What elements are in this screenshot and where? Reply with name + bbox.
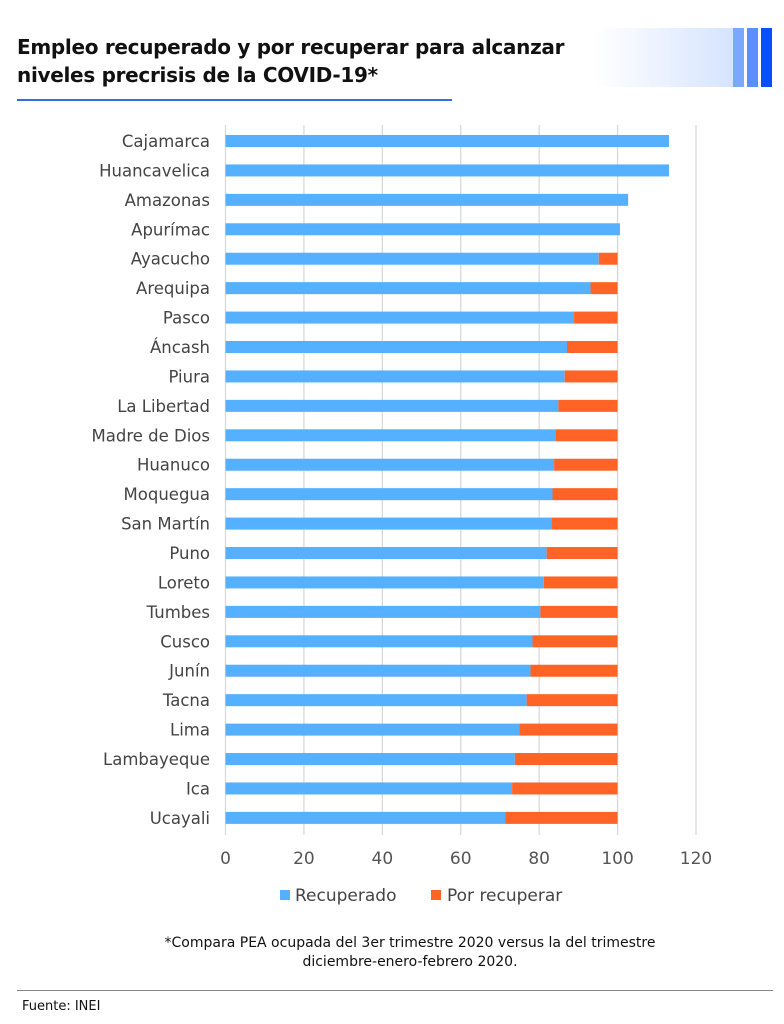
decorative-stripe [747, 28, 758, 87]
bar-por-recuperar [574, 311, 618, 324]
x-tick-label: 20 [293, 849, 315, 869]
bar-chart: 0 20 40 60 80 100 120 Cajamarca Huancavelica Amaz… [92, 125, 712, 906]
bar-por-recuperar [540, 605, 618, 618]
bar-recuperado [225, 753, 515, 766]
bar-recuperado [225, 135, 669, 147]
x-tick-label: 0 [220, 849, 231, 869]
category-label: Ayacucho [131, 250, 210, 269]
bar-por-recuperar [558, 399, 618, 412]
bar-por-recuperar [555, 429, 618, 442]
bar-recuperado [225, 252, 599, 265]
category-label: La Libertad [117, 397, 210, 416]
legend-swatch-recuperado [280, 890, 290, 900]
category-label: Ucayali [150, 809, 210, 828]
bar-recuperado [225, 429, 556, 442]
bar-por-recuperar [564, 370, 618, 383]
bar-por-recuperar [551, 517, 618, 530]
category-label: Piura [168, 367, 210, 386]
category-label: Tacna [162, 691, 210, 710]
bar-recuperado [225, 311, 575, 324]
x-tick-label: 40 [372, 849, 394, 869]
bar-recuperado [225, 193, 629, 206]
category-label: Madre de Dios [92, 426, 211, 445]
bar-por-recuperar [590, 282, 618, 295]
category-label: Cusco [160, 632, 210, 651]
bar-recuperado [225, 694, 527, 707]
decorative-gradient [595, 28, 733, 87]
category-label: Amazonas [125, 191, 210, 210]
bar-recuperado [225, 547, 547, 560]
bar-recuperado [225, 517, 552, 530]
category-label: Ica [186, 779, 210, 798]
bar-por-recuperar [514, 753, 618, 766]
category-label: Lima [170, 721, 210, 740]
category-label: Junín [168, 662, 210, 681]
x-tick-label: 80 [528, 849, 550, 869]
footer-divider [17, 990, 773, 991]
bar-por-recuperar [546, 547, 618, 560]
category-label: Huanuco [137, 456, 210, 475]
category-label: Lambayeque [103, 750, 210, 769]
bar-por-recuperar [552, 488, 618, 501]
bar-recuperado [225, 782, 513, 795]
category-label: Apurímac [131, 220, 210, 239]
footnote-line-2: diciembre-enero-febrero 2020. [302, 954, 518, 970]
footnote: *Compara PEA ocupada del 3er trimestre 2… [100, 934, 720, 972]
category-label: Huancavelica [99, 161, 210, 180]
bar-por-recuperar [543, 576, 618, 589]
legend-label-recuperado: Recuperado [295, 886, 396, 906]
bar-recuperado [225, 664, 531, 677]
category-label: Tumbes [146, 603, 210, 622]
x-tick-label: 120 [680, 849, 712, 869]
bar-por-recuperar [554, 458, 618, 471]
bar-por-recuperar [530, 664, 618, 677]
bar-recuperado [225, 723, 520, 736]
bar-recuperado [225, 223, 620, 236]
bar-recuperado [225, 576, 544, 589]
title-line-2: niveles precrisis de la COVID-19* [17, 63, 378, 87]
bar-recuperado [225, 458, 555, 471]
decorative-stripe [733, 28, 744, 87]
category-label: Pasco [163, 309, 210, 328]
title-line-1: Empleo recuperado y por recuperar para a… [17, 35, 565, 59]
category-label: Puno [169, 544, 210, 563]
bar-recuperado [225, 605, 541, 618]
category-label: Loreto [158, 573, 210, 592]
bar-por-recuperar [526, 694, 618, 707]
legend-label-por-recuperar: Por recuperar [447, 886, 562, 906]
x-tick-label: 100 [601, 849, 633, 869]
category-label: Áncash [150, 338, 210, 357]
title-underline [17, 99, 452, 101]
bar-recuperado [225, 164, 669, 177]
category-label: Moquegua [124, 485, 210, 504]
source-label: Fuente: INEI [22, 999, 101, 1014]
bar-recuperado [225, 399, 559, 412]
bar-por-recuperar [512, 782, 618, 795]
bar-recuperado [225, 488, 553, 501]
bar-recuperado [225, 282, 591, 295]
bar-por-recuperar [598, 252, 618, 265]
bar-por-recuperar [532, 635, 618, 648]
bar-recuperado [225, 635, 533, 648]
x-tick-label: 60 [450, 849, 472, 869]
bar-recuperado [225, 370, 565, 383]
decorative-stripe [761, 28, 772, 87]
chart-title: Empleo recuperado y por recuperar para a… [17, 33, 617, 89]
footnote-line-1: *Compara PEA ocupada del 3er trimestre 2… [164, 935, 656, 951]
bar-recuperado [225, 811, 506, 824]
bar-por-recuperar [519, 723, 618, 736]
bar-por-recuperar [567, 341, 618, 354]
category-label: Arequipa [136, 279, 210, 298]
bar-por-recuperar [505, 811, 618, 824]
legend-swatch-por-recuperar [431, 890, 441, 900]
category-label: San Martín [121, 515, 210, 534]
category-label: Cajamarca [122, 132, 210, 151]
bar-recuperado [225, 341, 568, 354]
